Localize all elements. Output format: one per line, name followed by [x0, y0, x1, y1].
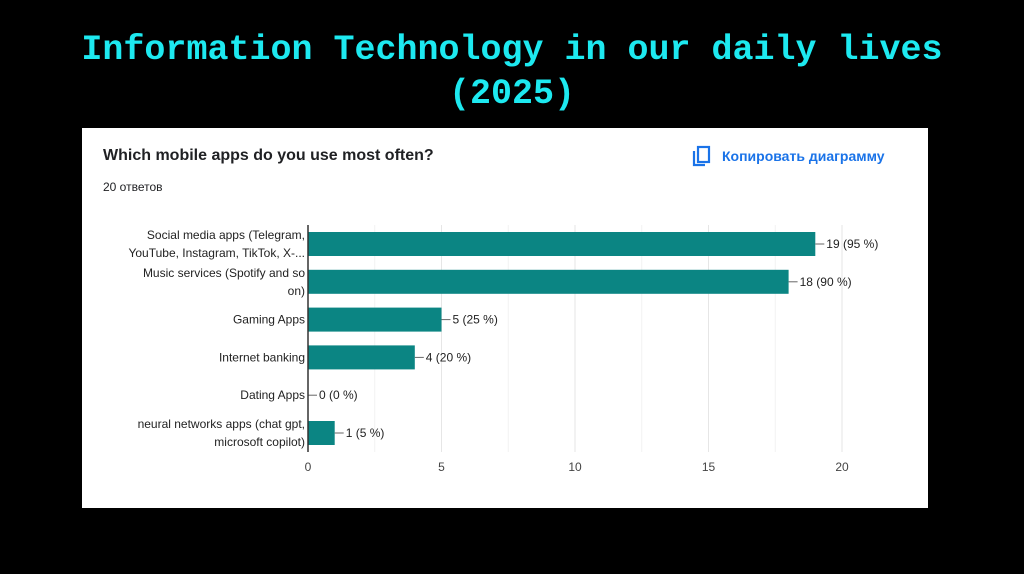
bar	[308, 307, 442, 332]
x-tick-label: 10	[568, 460, 582, 474]
x-tick-label: 20	[835, 460, 849, 474]
category-label: Social media apps (Telegram,	[147, 228, 305, 242]
data-label: 19 (95 %)	[826, 237, 878, 251]
response-count: 20 ответов	[103, 180, 163, 194]
bar	[308, 345, 415, 370]
category-label: YouTube, Instagram, TikTok, X-...	[128, 246, 305, 260]
category-label: Internet banking	[219, 350, 305, 364]
bar	[308, 269, 789, 294]
copy-chart-label: Копировать диаграмму	[722, 148, 885, 164]
bar	[308, 421, 335, 445]
question-title: Which mobile apps do you use most often?	[103, 147, 434, 164]
data-label: 5 (25 %)	[453, 313, 498, 327]
category-label: Music services (Spotify and so	[143, 266, 305, 280]
copy-chart-button[interactable]: Копировать диаграмму	[692, 145, 885, 167]
x-tick-label: 0	[305, 460, 312, 474]
data-label: 0 (0 %)	[319, 388, 358, 402]
chart-card: Which mobile apps do you use most often?…	[82, 128, 928, 508]
bar-chart: 0 5 10 15 20 19 (95 %) Social media apps (Tele…	[128, 225, 878, 474]
slide-title: Information Technology in our daily live…	[0, 28, 1024, 116]
category-label: on)	[288, 284, 305, 298]
category-label: microsoft copilot)	[214, 435, 305, 449]
category-label: neural networks apps (chat gpt,	[138, 417, 305, 431]
copy-icon	[692, 145, 711, 167]
category-label: Gaming Apps	[233, 313, 305, 327]
slide-title-line2: (2025)	[448, 74, 576, 114]
x-tick-label: 15	[702, 460, 716, 474]
data-label: 1 (5 %)	[346, 426, 385, 440]
bar	[308, 232, 816, 256]
x-tick-label: 5	[438, 460, 445, 474]
data-label: 18 (90 %)	[800, 275, 852, 289]
category-label: Dating Apps	[240, 388, 305, 402]
slide-title-line1: Information Technology in our daily live…	[81, 30, 943, 70]
data-label: 4 (20 %)	[426, 350, 471, 364]
